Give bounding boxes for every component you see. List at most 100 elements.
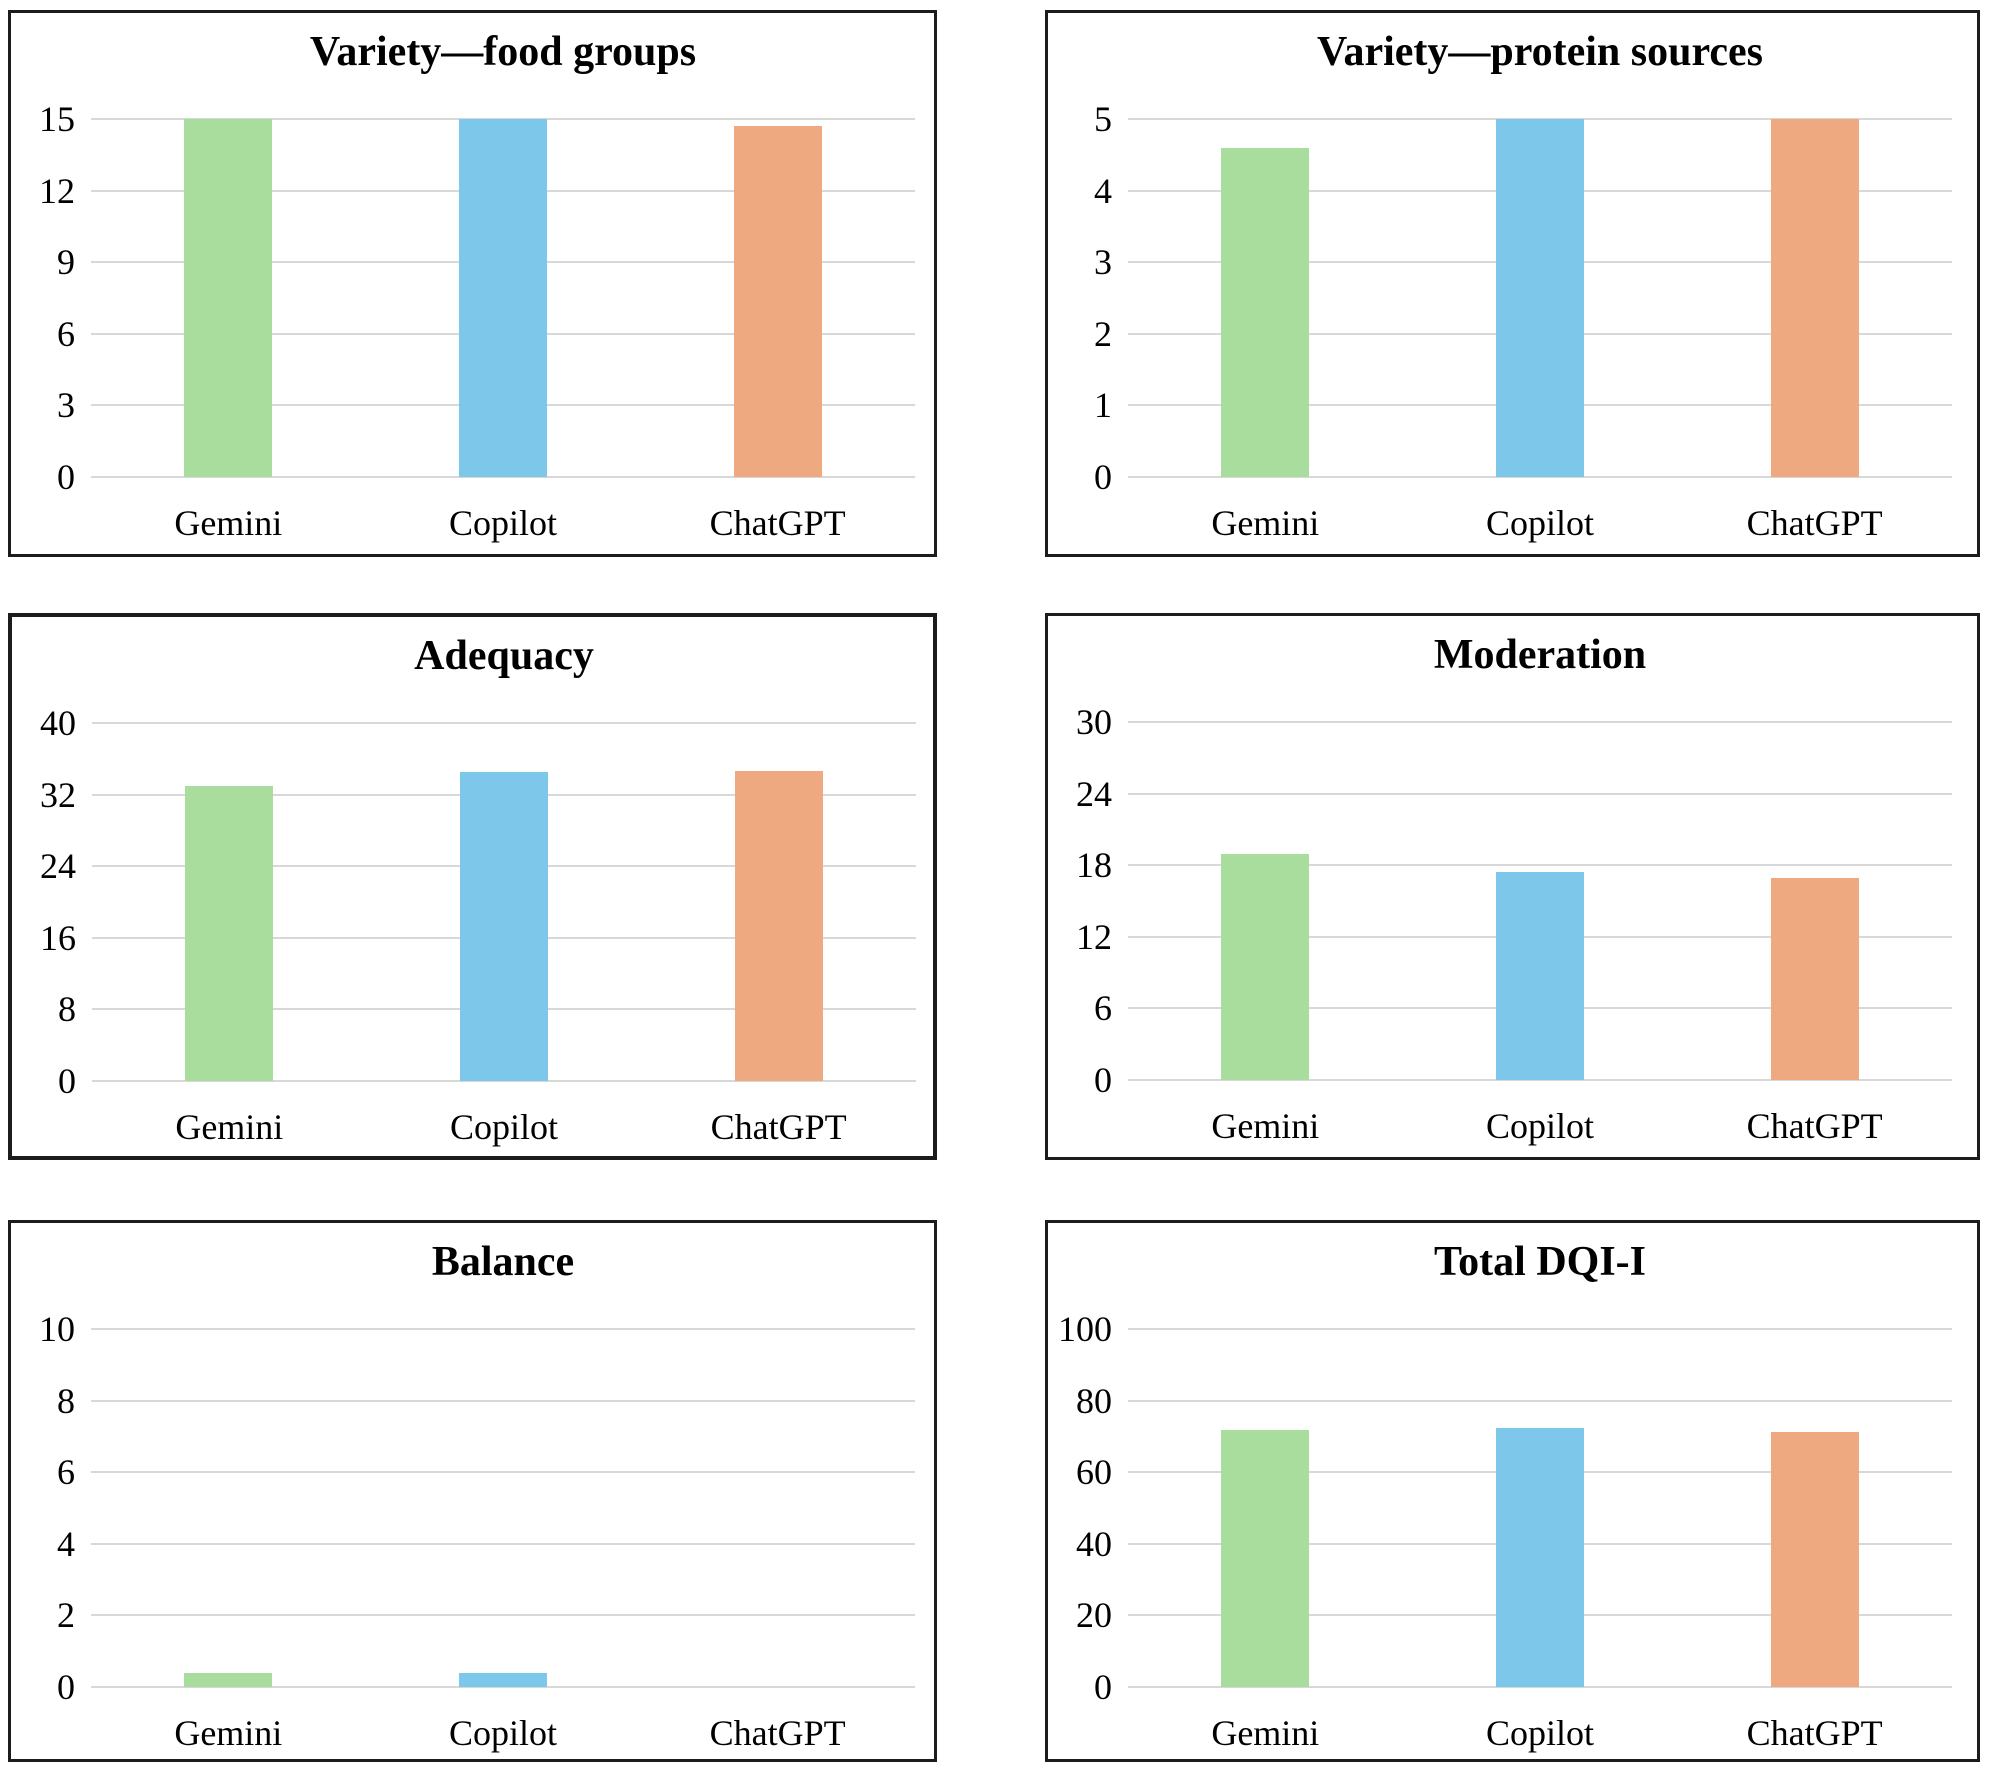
gridline: [91, 1399, 915, 1402]
gridline: [92, 722, 916, 724]
bar-copilot: [459, 1672, 547, 1687]
chart-title: Variety—protein sources: [1316, 29, 1764, 75]
y-tick-label: 8: [58, 989, 76, 1030]
chart-panel-total-dqi-i: Total DQI-I 0 20 40 60 80 100 Gemini Copilot Cha…: [1045, 1220, 1980, 1762]
gridline: [92, 1080, 916, 1082]
y-tick-label: 4: [1094, 170, 1112, 211]
x-category-label: ChatGPT: [709, 1713, 846, 1753]
chart-title: Balance: [431, 1239, 575, 1285]
y-tick-label: 1: [1094, 385, 1112, 426]
bar-copilot: [459, 119, 547, 477]
chart-panel-variety-protein-sources: Variety—protein sources 0 1 2 3 4 5 Gemini Copi…: [1045, 10, 1980, 557]
y-tick-label: 40: [40, 703, 76, 743]
y-tick-label: 15: [39, 99, 75, 139]
y-tick-label: 6: [1094, 988, 1112, 1029]
bar-copilot: [1496, 872, 1584, 1080]
gridline: [1128, 476, 1952, 478]
gridline: [1128, 1399, 1952, 1402]
bar-chatgpt: [1770, 878, 1859, 1080]
y-tick-label: 0: [1094, 1667, 1112, 1707]
x-category-label: ChatGPT: [1746, 1713, 1883, 1753]
y-tick-label: 32: [40, 774, 76, 815]
y-tick-label: 40: [1076, 1523, 1112, 1564]
y-tick-label: 24: [1076, 773, 1112, 814]
gridline: [1128, 1328, 1952, 1330]
gridline: [1128, 1079, 1952, 1081]
y-tick-label: 100: [1058, 1309, 1112, 1349]
y-tick-label: 80: [1076, 1380, 1112, 1421]
bar-gemini: [184, 1672, 273, 1687]
bar-copilot: [1496, 119, 1584, 477]
y-tick-label: 2: [57, 1595, 75, 1636]
bar-gemini: [1221, 147, 1310, 477]
bar-chatgpt: [1770, 1432, 1859, 1687]
gridline: [91, 1542, 915, 1545]
bar-copilot: [1496, 1428, 1584, 1687]
y-tick-label: 8: [57, 1380, 75, 1421]
x-category-label: Gemini: [1211, 503, 1320, 543]
x-category-label: ChatGPT: [710, 1107, 847, 1147]
x-category-label: ChatGPT: [1746, 1106, 1883, 1146]
y-tick-label: 9: [57, 242, 75, 283]
y-tick-label: 20: [1076, 1595, 1112, 1636]
y-tick-label: 30: [1076, 702, 1112, 742]
y-tick-label: 3: [1094, 242, 1112, 283]
x-category-label: Gemini: [1211, 1713, 1320, 1753]
x-category-label: Gemini: [174, 1713, 283, 1753]
gridline: [91, 1614, 915, 1617]
x-category-label: Copilot: [1485, 503, 1595, 543]
chart-title: Total DQI-I: [1434, 1239, 1646, 1285]
y-tick-label: 3: [57, 385, 75, 426]
x-category-label: ChatGPT: [1746, 503, 1883, 543]
gridline: [91, 1686, 915, 1688]
bar-gemini: [1221, 1429, 1310, 1687]
y-tick-label: 6: [57, 313, 75, 354]
gridline: [91, 1471, 915, 1474]
chart-panel-variety-food-groups: Variety—food groups 0 3 6 9 12 15 Gemini Copilo…: [8, 10, 937, 557]
gridline: [1128, 721, 1952, 723]
y-tick-label: 0: [1094, 457, 1112, 497]
bar-copilot: [460, 772, 548, 1081]
x-category-label: Gemini: [174, 503, 283, 543]
x-category-label: Copilot: [1485, 1713, 1595, 1753]
y-tick-label: 0: [1094, 1060, 1112, 1100]
y-tick-label: 0: [58, 1061, 76, 1101]
x-category-label: Copilot: [449, 1107, 559, 1147]
gridline: [1128, 864, 1952, 867]
y-tick-label: 18: [1076, 845, 1112, 886]
bar-chatgpt: [1770, 119, 1859, 477]
chart-panel-adequacy: Adequacy 0 8 16 24 32 40 Gemini Copilot ChatGPT: [8, 613, 937, 1160]
x-category-label: Copilot: [448, 1713, 558, 1753]
y-tick-label: 4: [57, 1523, 75, 1564]
y-tick-label: 12: [1076, 916, 1112, 957]
chart-panel-moderation: Moderation 0 6 12 18 24 30 Gemini Copilot ChatGP…: [1045, 613, 1980, 1160]
bar-chatgpt: [733, 126, 822, 477]
chart-panel-balance: Balance 0 2 4 6 8 10 Gemini Copilot ChatGPT: [8, 1220, 937, 1762]
y-tick-label: 2: [1094, 313, 1112, 354]
y-tick-label: 10: [39, 1309, 75, 1349]
y-tick-label: 24: [40, 846, 76, 887]
chart-title: Moderation: [1433, 632, 1647, 678]
bar-gemini: [1221, 854, 1310, 1080]
y-tick-label: 6: [57, 1452, 75, 1493]
y-tick-label: 60: [1076, 1452, 1112, 1493]
y-tick-label: 0: [57, 1667, 75, 1707]
bar-gemini: [185, 785, 274, 1081]
gridline: [91, 476, 915, 478]
y-tick-label: 12: [39, 170, 75, 211]
x-category-label: Gemini: [1211, 1106, 1320, 1146]
x-category-label: Copilot: [1485, 1106, 1595, 1146]
chart-title: Variety—food groups: [309, 29, 697, 75]
x-category-label: Gemini: [175, 1107, 284, 1147]
y-tick-label: 0: [57, 457, 75, 497]
x-category-label: Copilot: [448, 503, 558, 543]
chart-title: Adequacy: [414, 633, 594, 679]
gridline: [91, 1328, 915, 1330]
bar-chatgpt: [734, 771, 823, 1081]
gridline: [1128, 792, 1952, 795]
gridline: [1128, 1686, 1952, 1688]
x-category-label: ChatGPT: [709, 503, 846, 543]
bar-gemini: [184, 119, 273, 477]
y-tick-label: 5: [1094, 99, 1112, 139]
